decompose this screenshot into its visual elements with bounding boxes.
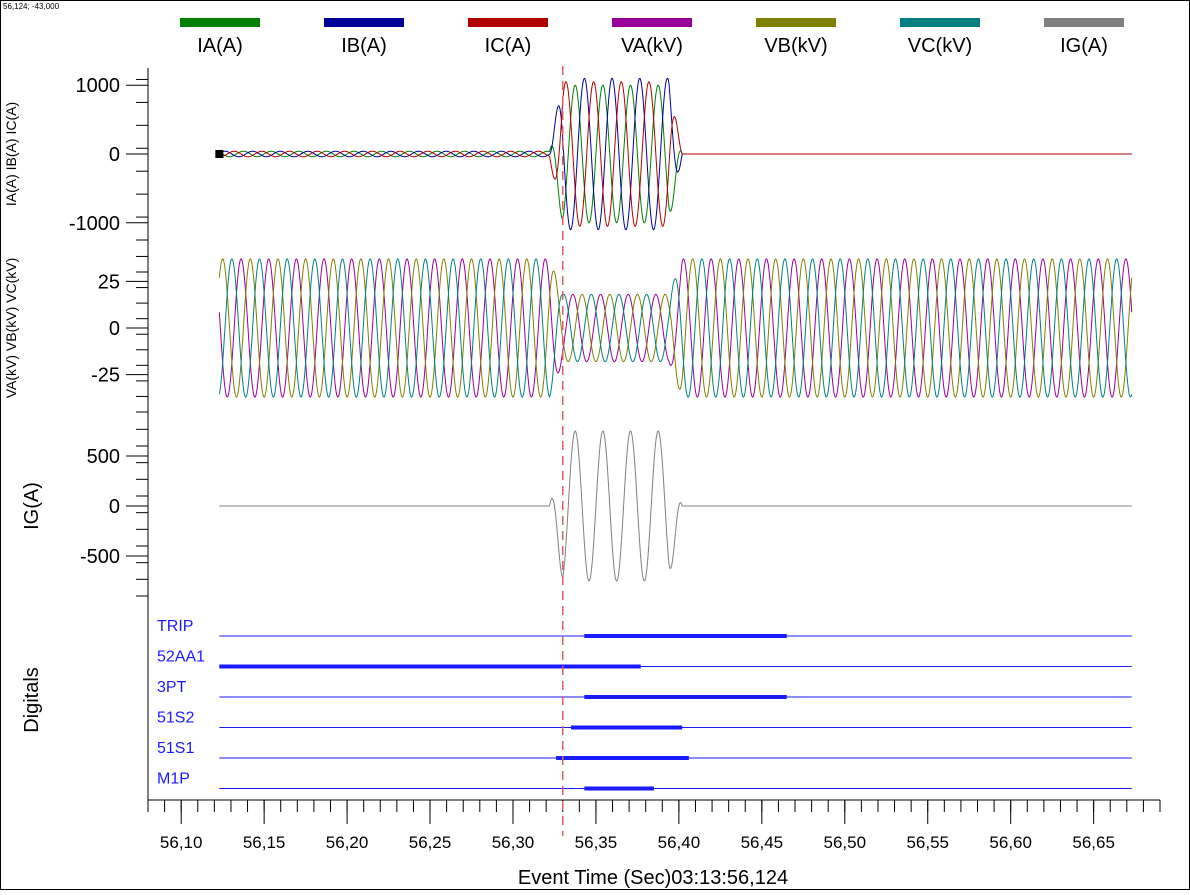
x-tick-label: 56,65 xyxy=(1072,833,1115,852)
y-axis-title-ground: IG(A) xyxy=(21,482,43,530)
digital-label-51s2: 51S2 xyxy=(157,710,194,727)
legend-swatch-va-kv xyxy=(612,18,692,27)
x-tick-label: 56,60 xyxy=(989,833,1032,852)
legend-swatch-ia-a xyxy=(180,18,260,27)
x-tick-label: 56,25 xyxy=(409,833,452,852)
panel-voltages: 25 0 -25 VA(kV) VB(kV) VC(kV) xyxy=(3,255,1133,413)
x-tick-label: 56,40 xyxy=(658,833,701,852)
panel-currents: 1000 0 -1000 IA(A) IB(A) IC(A) xyxy=(3,75,1132,241)
y-axis-title-currents: IA(A) IB(A) IC(A) xyxy=(3,102,19,206)
legend-label-ic-a: IC(A) xyxy=(485,35,532,57)
y-tick-label: 1000 xyxy=(76,75,121,97)
legend-label-vb-kv: VB(kV) xyxy=(764,35,827,57)
legend-swatch-vb-kv xyxy=(756,18,836,27)
start-marker xyxy=(215,150,224,158)
series-vb-kv xyxy=(218,258,1133,398)
y-tick-label: -1000 xyxy=(69,213,120,235)
digitals-title: Digitals xyxy=(21,667,43,733)
y-tick-label: 500 xyxy=(87,446,120,468)
digital-label-3pt: 3PT xyxy=(157,679,187,696)
legend-label-vc-kv: VC(kV) xyxy=(908,35,972,57)
legend: IA(A) IB(A) IC(A) VA(kV) VB(kV) VC(kV) IG(A) xyxy=(180,18,1124,57)
digital-label-51s1: 51S1 xyxy=(157,740,194,757)
x-tick-label: 56,55 xyxy=(906,833,949,852)
y-tick-label: -25 xyxy=(91,365,120,387)
digital-label-trip: TRIP xyxy=(157,618,193,635)
legend-label-ia-a: IA(A) xyxy=(197,35,243,57)
series-ic-a xyxy=(219,81,1132,227)
y-tick-label: 25 xyxy=(98,271,120,293)
x-tick-label: 56,20 xyxy=(326,833,369,852)
x-tick-label: 56,15 xyxy=(243,833,286,852)
digital-label-52aa1: 52AA1 xyxy=(157,649,205,666)
digital-channels: Digitals TRIP 52AA1 3PT 51S2 51S1 M1P xyxy=(21,618,1132,791)
series-vc-kv xyxy=(218,258,1133,398)
y-tick-label: 0 xyxy=(109,144,120,166)
y-tick-label: 0 xyxy=(109,496,120,518)
analog-panels: 1000 0 -1000 IA(A) IB(A) IC(A) 25 0 -25 VA(kV) … xyxy=(3,68,1133,800)
x-tick-label: 56,50 xyxy=(824,833,867,852)
legend-swatch-vc-kv xyxy=(900,18,980,27)
digital-label-m1p: M1P xyxy=(157,771,190,788)
y-tick-label: -500 xyxy=(80,546,120,568)
coordinate-readout: 56,124; -43,000 xyxy=(3,2,60,11)
legend-label-va-kv: VA(kV) xyxy=(621,35,683,57)
y-axis-title-voltages: VA(kV) VB(kV) VC(kV) xyxy=(3,258,19,399)
series-ig-a xyxy=(219,430,1132,582)
panel-ground: 500 0 -500 IG(A) xyxy=(21,428,1132,597)
x-axis: 56,10 56,15 56,20 56,25 56,30 56,35 56,40 56,45… xyxy=(147,799,1161,889)
x-tick-label: 56,30 xyxy=(492,833,535,852)
x-tick-label: 56,10 xyxy=(160,833,203,852)
series-va-kv xyxy=(218,258,1133,398)
x-axis-title: Event Time (Sec)03:13:56,124 xyxy=(518,867,788,889)
legend-label-ib-a: IB(A) xyxy=(341,35,387,57)
legend-swatch-ib-a xyxy=(324,18,404,27)
legend-label-ig-a: IG(A) xyxy=(1060,35,1108,57)
x-tick-label: 56,35 xyxy=(575,833,618,852)
legend-swatch-ic-a xyxy=(468,18,548,27)
x-tick-label: 56,45 xyxy=(741,833,784,852)
y-tick-label: 0 xyxy=(109,318,120,340)
legend-swatch-ig-a xyxy=(1044,18,1124,27)
